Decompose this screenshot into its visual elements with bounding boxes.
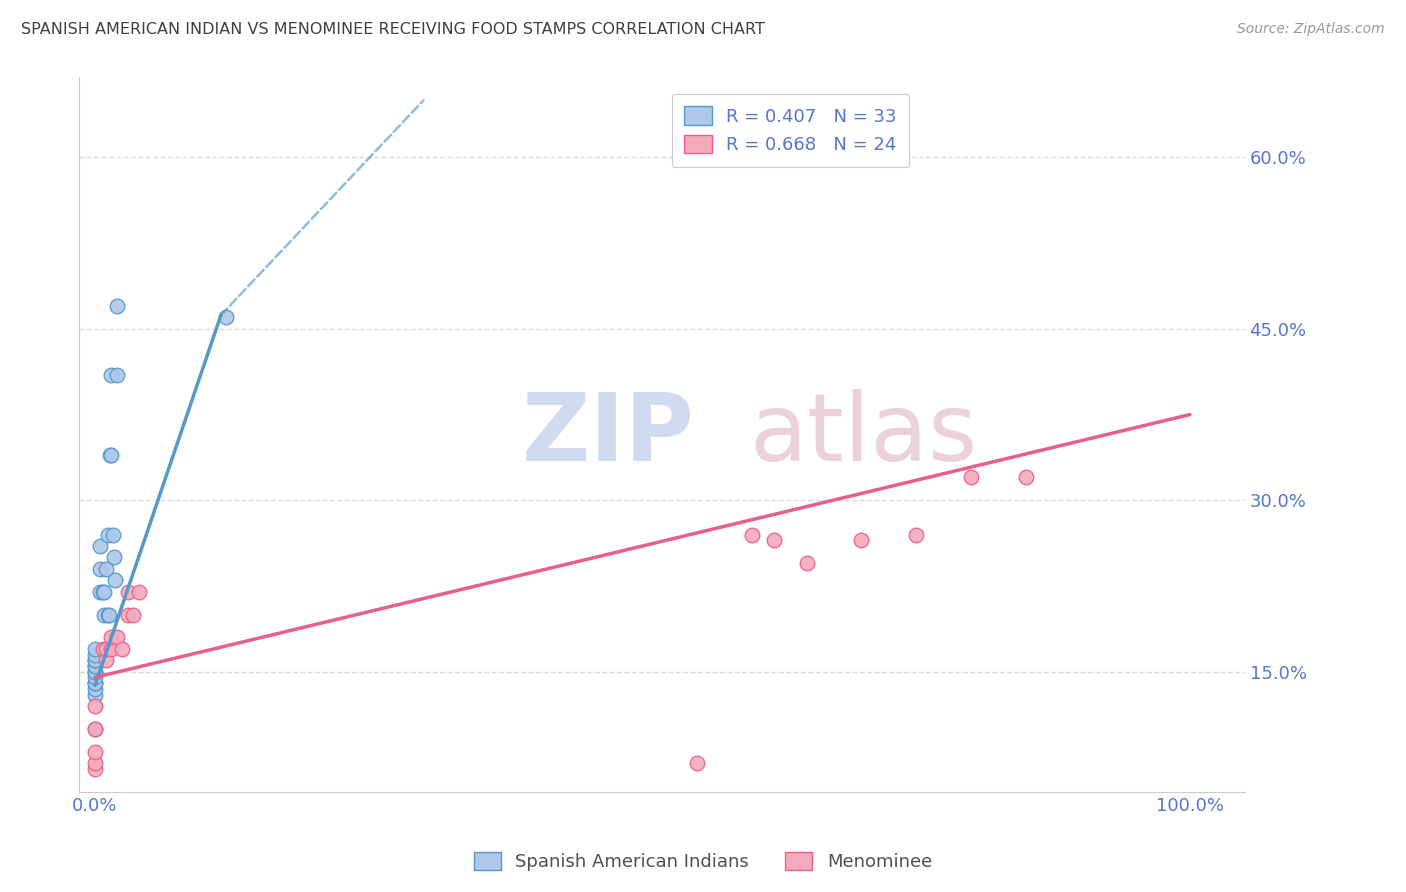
Point — [84, 745, 107, 759]
Point — [97, 607, 120, 622]
Point — [117, 607, 139, 622]
Point — [98, 607, 121, 622]
Point — [905, 527, 928, 541]
Point — [89, 584, 111, 599]
Point — [215, 310, 238, 325]
Point — [84, 659, 107, 673]
Point — [762, 533, 785, 548]
Point — [84, 722, 107, 736]
Text: atlas: atlas — [749, 389, 977, 481]
Point — [84, 659, 107, 673]
Point — [84, 648, 107, 662]
Point — [84, 653, 107, 667]
Point — [686, 756, 709, 771]
Text: ZIP: ZIP — [522, 389, 695, 481]
Point — [84, 722, 107, 736]
Point — [103, 550, 125, 565]
Point — [100, 448, 122, 462]
Point — [91, 584, 114, 599]
Point — [122, 607, 145, 622]
Point — [104, 574, 127, 588]
Point — [100, 631, 122, 645]
Point — [84, 670, 107, 684]
Point — [960, 470, 983, 484]
Point — [128, 584, 150, 599]
Point — [100, 368, 122, 382]
Point — [94, 641, 117, 656]
Point — [89, 539, 111, 553]
Point — [741, 527, 763, 541]
Point — [100, 641, 122, 656]
Point — [94, 653, 117, 667]
Point — [84, 676, 107, 690]
Point — [84, 665, 107, 679]
Text: Source: ZipAtlas.com: Source: ZipAtlas.com — [1237, 22, 1385, 37]
Point — [117, 584, 139, 599]
Point — [1014, 470, 1036, 484]
Point — [105, 631, 128, 645]
Point — [105, 299, 128, 313]
Point — [84, 756, 107, 771]
Point — [84, 641, 107, 656]
Point — [84, 653, 107, 667]
Point — [84, 688, 107, 702]
Point — [105, 368, 128, 382]
Point — [93, 607, 115, 622]
Point — [84, 665, 107, 679]
Point — [93, 584, 115, 599]
Point — [84, 762, 107, 776]
Legend: Spanish American Indians, Menominee: Spanish American Indians, Menominee — [467, 845, 939, 879]
Point — [84, 698, 107, 713]
Point — [84, 676, 107, 690]
Point — [98, 448, 121, 462]
Point — [91, 641, 114, 656]
Legend: R = 0.407   N = 33, R = 0.668   N = 24: R = 0.407 N = 33, R = 0.668 N = 24 — [672, 94, 910, 167]
Point — [94, 562, 117, 576]
Point — [111, 641, 134, 656]
Point — [84, 681, 107, 696]
Point — [101, 527, 124, 541]
Point — [796, 556, 818, 570]
Point — [851, 533, 873, 548]
Text: SPANISH AMERICAN INDIAN VS MENOMINEE RECEIVING FOOD STAMPS CORRELATION CHART: SPANISH AMERICAN INDIAN VS MENOMINEE REC… — [21, 22, 765, 37]
Point — [97, 527, 120, 541]
Point — [89, 562, 111, 576]
